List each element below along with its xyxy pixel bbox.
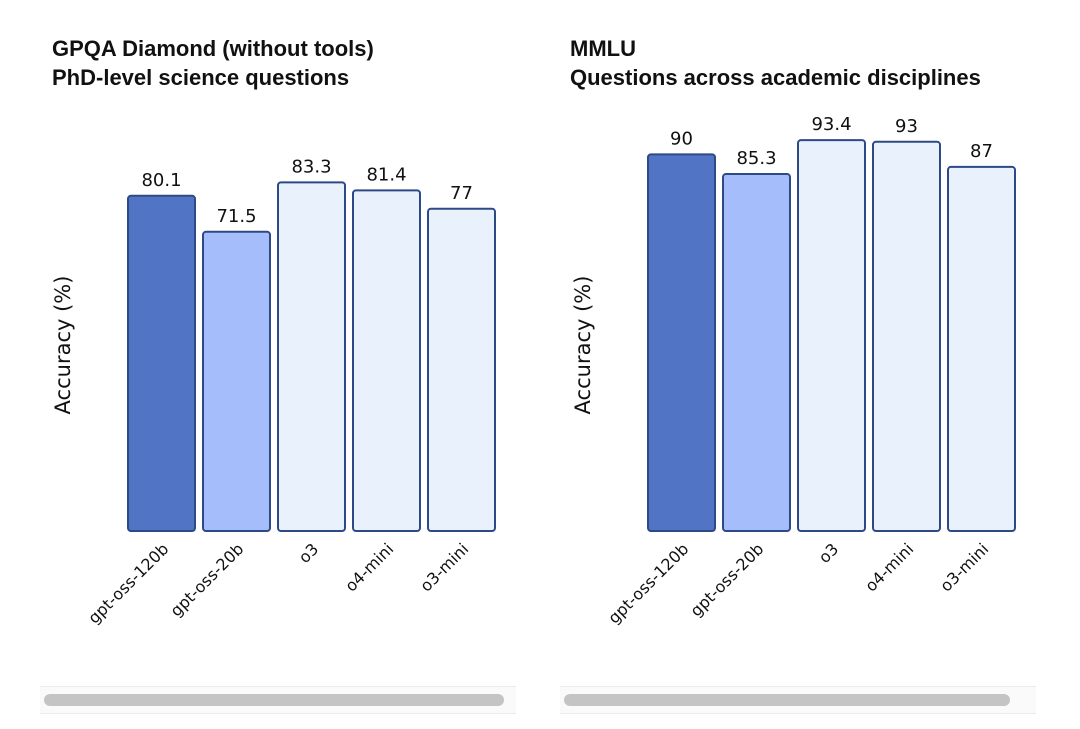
chart-subtitle: Questions across academic disciplines (570, 65, 981, 90)
bar-o4-mini (872, 140, 941, 532)
value-label-gpt-oss-120b: 90 (670, 128, 693, 149)
value-label-o3: 83.3 (291, 156, 331, 177)
value-label-o4-mini: 81.4 (366, 164, 406, 185)
x-tick-label-o3: o3 (295, 539, 323, 567)
chart-title-block: GPQA Diamond (without tools) PhD-level s… (52, 34, 374, 92)
value-label-gpt-oss-20b: 85.3 (736, 148, 776, 169)
x-tick-label-o4-mini: o4-mini (861, 539, 917, 595)
x-tick-label-o4-mini: o4-mini (341, 539, 397, 595)
value-label-gpt-oss-20b: 71.5 (216, 206, 256, 227)
bar-o3 (277, 181, 346, 532)
scrollbar-thumb[interactable] (44, 694, 504, 706)
chart-title: GPQA Diamond (without tools) (52, 36, 374, 61)
value-label-o3-mini: 77 (450, 183, 473, 204)
value-label-o4-mini: 93 (895, 116, 918, 137)
x-tick-label-gpt-oss-20b: gpt-oss-20b (686, 539, 767, 620)
value-label-gpt-oss-120b: 80.1 (141, 170, 181, 191)
bar-gpt-oss-120b (127, 194, 196, 532)
chart-title: MMLU (570, 36, 636, 61)
y-axis-label: Accuracy (%) (571, 276, 595, 415)
bar-o3 (797, 139, 866, 532)
bar-o4-mini (352, 189, 421, 532)
bar-gpt-oss-20b (202, 230, 271, 533)
x-tick-label-gpt-oss-120b: gpt-oss-120b (84, 539, 172, 627)
x-tick-label-o3-mini: o3-mini (416, 539, 472, 595)
y-axis-label: Accuracy (%) (51, 276, 75, 415)
chart-title-block: MMLU Questions across academic disciplin… (570, 34, 981, 92)
chart-subtitle: PhD-level science questions (52, 65, 350, 90)
mmlu-chart-panel: MMLU Questions across academic disciplin… (520, 0, 1040, 729)
scrollbar-thumb[interactable] (564, 694, 1010, 706)
x-tick-label-gpt-oss-20b: gpt-oss-20b (166, 539, 247, 620)
x-tick-label-o3-mini: o3-mini (936, 539, 992, 595)
x-tick-label-o3: o3 (815, 539, 843, 567)
bar-gpt-oss-20b (722, 173, 791, 532)
horizontal-scrollbar[interactable] (40, 686, 516, 714)
bar-o3-mini (427, 207, 496, 532)
x-tick-label-gpt-oss-120b: gpt-oss-120b (604, 539, 692, 627)
bar-gpt-oss-120b (647, 153, 716, 532)
gpqa-bar-chart: Accuracy (%) 80.1 gpt-oss-120b 71.5 gpt-oss-… (51, 156, 496, 627)
bar-o3-mini (947, 165, 1016, 532)
mmlu-bar-chart: Accuracy (%) 90 gpt-oss-120b 85.3 gpt-oss-20… (571, 114, 1016, 627)
horizontal-scrollbar[interactable] (560, 686, 1036, 714)
value-label-o3-mini: 87 (970, 141, 993, 162)
value-label-o3: 93.4 (811, 114, 851, 135)
gpqa-chart-panel: GPQA Diamond (without tools) PhD-level s… (0, 0, 520, 729)
